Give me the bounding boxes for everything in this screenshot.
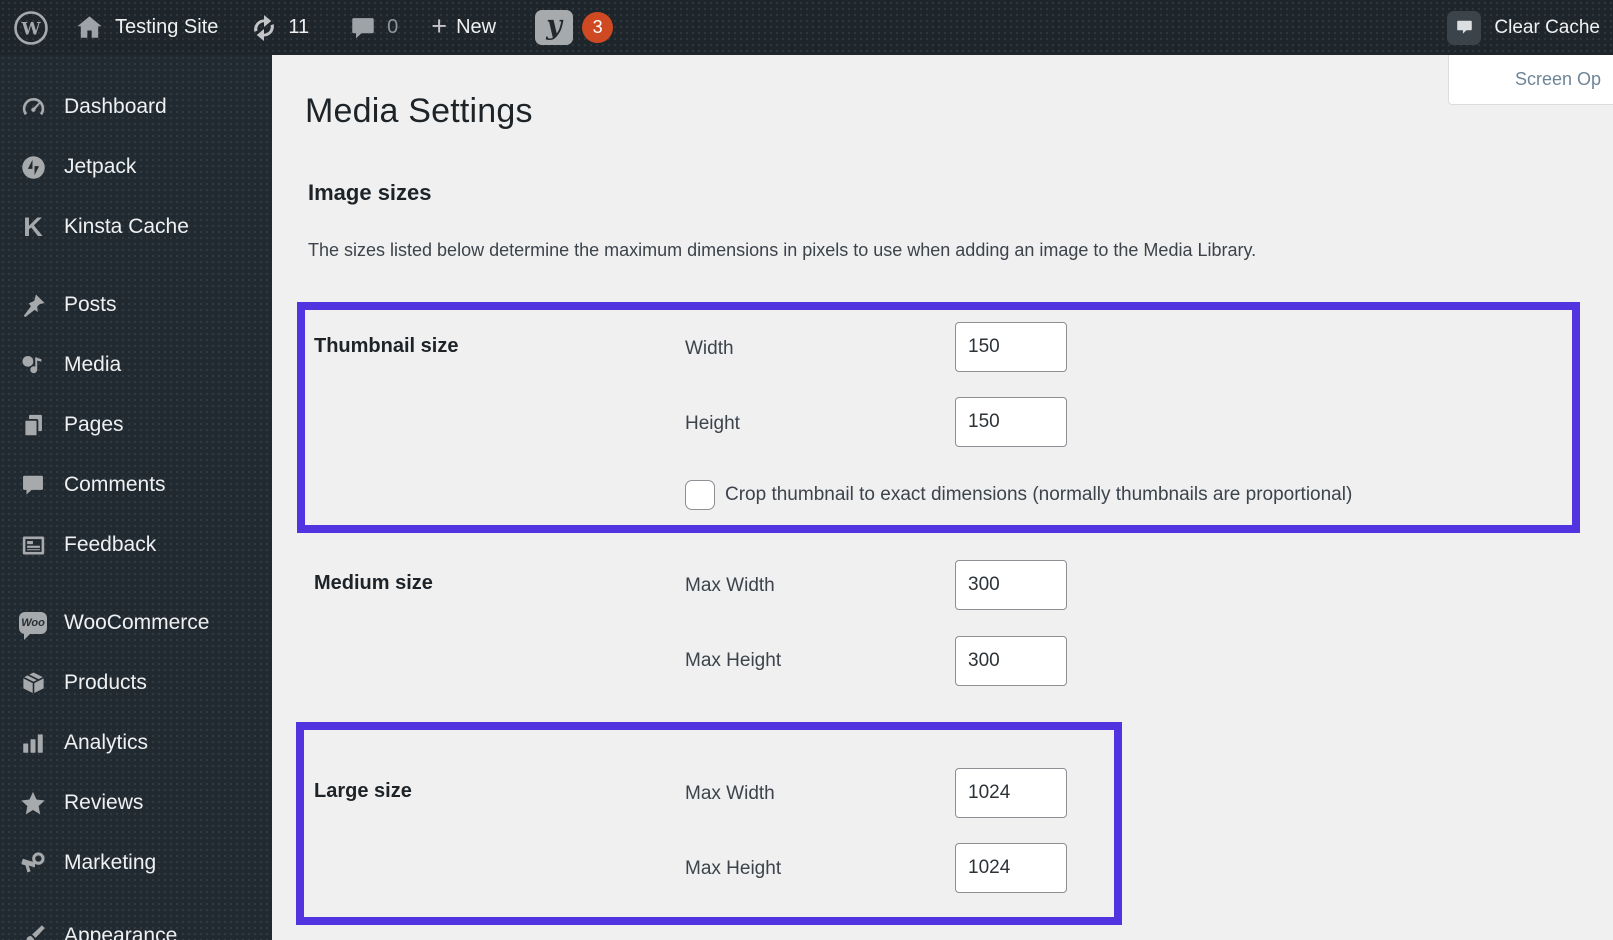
sidebar-item-label: Feedback (64, 533, 157, 556)
plus-icon: + (431, 10, 448, 41)
large-max-width-input[interactable] (955, 768, 1067, 818)
sidebar-item-woocommerce[interactable]: Woo WooCommerce (0, 593, 272, 653)
admin-bar-right: Clear Cache (1447, 0, 1600, 55)
new-label: New (456, 16, 497, 38)
star-icon (19, 789, 47, 817)
comments-bubble-icon (349, 14, 377, 42)
large-max-width-label: Max Width (685, 783, 775, 804)
product-box-icon (19, 669, 47, 697)
medium-max-width-input[interactable] (955, 560, 1067, 610)
wordpress-logo-icon: W (14, 10, 48, 45)
new-menu[interactable]: + New (431, 0, 496, 55)
medium-max-height-input[interactable] (955, 636, 1067, 686)
sidebar-item-label: Kinsta Cache (64, 215, 189, 238)
sidebar-item-label: Media (64, 353, 122, 376)
large-size-highlight-box (296, 722, 1122, 925)
sidebar-item-marketing[interactable]: Marketing (0, 833, 272, 893)
sidebar-item-kinsta-cache[interactable]: K Kinsta Cache (0, 197, 272, 257)
page-title: Media Settings (305, 92, 533, 130)
sidebar-item-label: Dashboard (64, 95, 167, 118)
pages-icon (19, 411, 47, 439)
sidebar-item-label: Jetpack (64, 155, 137, 178)
sidebar-item-label: Posts (64, 293, 117, 316)
large-max-height-label: Max Height (685, 858, 782, 879)
woocommerce-icon: Woo (19, 609, 47, 640)
site-name: Testing Site (115, 16, 219, 38)
sidebar-item-jetpack[interactable]: Jetpack (0, 137, 272, 197)
updates-count: 11 (288, 16, 310, 38)
sidebar-item-label: Pages (64, 413, 124, 436)
sidebar-item-label: Reviews (64, 791, 144, 814)
comments-icon (19, 471, 47, 499)
sidebar-item-comments[interactable]: Comments (0, 455, 272, 515)
sidebar-item-label: Products (64, 671, 147, 694)
screen-options-label: Screen Op (1515, 69, 1602, 89)
sidebar-item-label: Analytics (64, 731, 149, 754)
large-size-label: Large size (314, 780, 412, 802)
svg-text:W: W (20, 19, 41, 39)
sidebar-item-appearance[interactable]: Appearance (0, 906, 272, 940)
media-icon (19, 351, 47, 379)
jetpack-icon (19, 153, 47, 181)
sidebar-item-label: WooCommerce (64, 611, 210, 634)
sidebar-item-analytics[interactable]: Analytics (0, 713, 272, 773)
sidebar-item-feedback[interactable]: Feedback (0, 515, 272, 575)
cache-bubble-icon (1447, 10, 1482, 45)
admin-bar-left: W Testing Site 11 (0, 0, 614, 55)
updates-menu[interactable]: 11 (249, 0, 309, 55)
wordpress-logo[interactable]: W (13, 0, 49, 55)
medium-max-width-label: Max Width (685, 575, 775, 596)
clear-cache-label: Clear Cache (1494, 16, 1600, 38)
brush-icon (19, 922, 47, 940)
thumbnail-height-label: Height (685, 413, 740, 434)
sidebar-item-label: Marketing (64, 851, 157, 874)
yoast-notification-badge: 3 (582, 12, 614, 43)
sidebar-item-pages[interactable]: Pages (0, 395, 272, 455)
admin-bar: W Testing Site 11 (0, 0, 1613, 55)
sidebar-item-posts[interactable]: Posts (0, 275, 272, 335)
sidebar-item-products[interactable]: Products (0, 653, 272, 713)
thumbnail-width-label: Width (685, 338, 734, 359)
image-sizes-description: The sizes listed below determine the max… (308, 240, 1257, 260)
sidebar-item-dashboard[interactable]: Dashboard (0, 77, 272, 137)
image-sizes-heading: Image sizes (308, 180, 432, 205)
sidebar-separator (0, 575, 272, 593)
thumbnail-size-label: Thumbnail size (314, 335, 459, 357)
sidebar-separator (0, 257, 272, 275)
sidebar-separator (0, 893, 272, 906)
medium-size-label: Medium size (314, 572, 433, 594)
comments-count: 0 (387, 16, 399, 38)
site-menu[interactable]: Testing Site (75, 0, 218, 55)
updates-icon (249, 13, 279, 43)
medium-max-height-label: Max Height (685, 650, 782, 671)
large-max-height-input[interactable] (955, 843, 1067, 893)
home-icon (75, 13, 104, 42)
crop-thumbnail-label: Crop thumbnail to exact dimensions (norm… (725, 484, 1353, 505)
megaphone-icon (19, 849, 47, 877)
kinsta-icon: K (23, 211, 43, 242)
admin-sidebar: Dashboard Jetpack K Kinsta Cache Po (0, 55, 272, 940)
comments-menu[interactable]: 0 (349, 0, 398, 55)
pushpin-icon (19, 291, 47, 319)
sidebar-item-media[interactable]: Media (0, 335, 272, 395)
sidebar-item-label: Appearance (64, 924, 178, 940)
feedback-form-icon (19, 531, 47, 559)
yoast-seo-menu[interactable]: y 3 (535, 0, 614, 55)
crop-thumbnail-checkbox[interactable] (685, 480, 715, 510)
sidebar-item-label: Comments (64, 473, 166, 496)
dashboard-icon (19, 93, 47, 121)
thumbnail-highlight-box (297, 302, 1580, 533)
bar-chart-icon (19, 729, 47, 757)
clear-cache-menu[interactable]: Clear Cache (1447, 0, 1600, 55)
screen-options-tab[interactable]: Screen Op (1448, 55, 1613, 105)
sidebar-item-reviews[interactable]: Reviews (0, 773, 272, 833)
yoast-seo-icon: y (535, 10, 574, 45)
thumbnail-width-input[interactable] (955, 322, 1067, 372)
thumbnail-height-input[interactable] (955, 397, 1067, 447)
